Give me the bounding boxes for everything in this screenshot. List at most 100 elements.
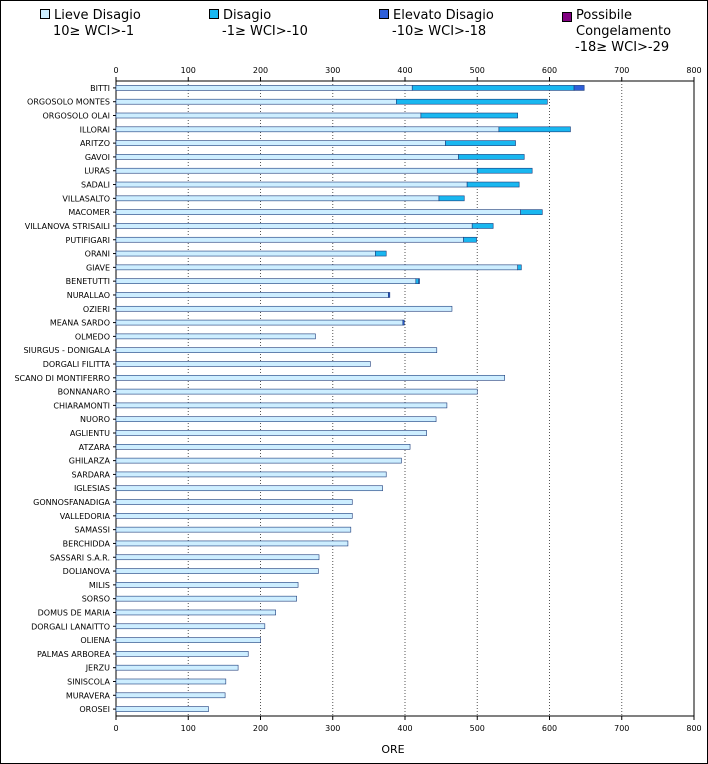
category-label: MEANA SARDO [50,319,110,328]
bar-segment [115,167,478,174]
category-label: SARDARA [72,470,111,479]
bar-segment [388,292,391,298]
bar-segment [396,98,548,105]
bar-segment [115,416,437,423]
x-tick-label-bottom: 500 [470,724,485,733]
bar-segment [115,637,261,643]
category-label: IGLESIAS [74,484,110,493]
bar-segment [471,223,494,229]
bar-segment [115,540,349,547]
bar-segment [445,140,516,146]
category-label: VILLANOVA STRISAILI [25,222,110,231]
bar-segment [463,236,477,243]
category-label: GIAVE [86,263,110,272]
bar-segment [115,388,478,395]
bar-segment [476,167,533,174]
bar-segment [115,457,402,464]
bar-segment [115,278,417,284]
category-label: SASSARI S.A.R. [50,553,110,562]
category-label: BONNANARO [58,388,110,397]
category-label: GHILARZA [69,457,111,466]
category-label: JERZU [85,664,110,673]
x-tick-label-bottom: 0 [113,724,118,733]
bar-segment [115,85,413,91]
category-label: MILIS [89,581,110,590]
bar-segment [418,278,420,284]
category-label: NUORO [80,415,110,424]
category-label: ATZARA [79,443,111,452]
legend-item-lieve-disagio: Lieve Disagio 10≥ WCI>-1 [40,8,141,40]
bar-segment [115,333,316,340]
legend-label-disagio: Disagio [223,8,272,23]
legend-swatch-disagio [209,9,219,19]
legend-item-elevato-disagio: Elevato Disagio -10≥ WCI>-18 [379,8,494,40]
legend-label-possibile-congelamento: Possibile Congelamento [576,8,672,39]
category-label: OROSEI [79,705,110,714]
bar-segment [520,209,543,215]
bar-segment [420,112,519,119]
bar-segment [115,374,506,381]
bar-segment [115,250,376,257]
x-tick-label-bottom: 800 [686,724,701,733]
x-tick-label-top: 300 [325,66,340,75]
category-label: OZIERI [83,305,110,314]
x-tick-label-bottom: 600 [542,724,557,733]
bar-segment [115,471,387,478]
category-label: ARITZO [80,139,110,148]
x-tick-label-top: 600 [542,66,557,75]
bar-segment [517,264,522,271]
category-label: VILLASALTO [62,194,110,203]
bar-segment [115,554,320,561]
bar-segment [115,623,266,630]
bar-segment [115,264,519,271]
bar-segment [115,361,371,367]
bar-segment [115,112,422,119]
plot-area [115,80,695,717]
legend-range-elevato-disagio: -10≥ WCI>-18 [392,24,487,39]
category-label: NURALLAO [67,291,110,300]
bar-segment [115,595,297,602]
bar-segment [115,292,389,298]
bar-segment [115,402,448,409]
legend-swatch-lieve-disagio [40,9,50,19]
category-label: BENETUTTI [66,277,110,286]
category-label: BERCHIDDA [63,539,111,548]
x-tick-label-bottom: 700 [614,724,629,733]
bar-segment [115,485,383,492]
category-label: SORSO [82,595,110,604]
category-label: SAMASSI [74,526,110,535]
legend-range-possibile-congelamento: -18≥ WCI>-29 [575,40,670,55]
category-label: DORGALI LANAITTO [31,622,110,631]
category-label: ORGOSOLO OLAI [42,112,110,121]
x-tick-label-bottom: 100 [181,724,196,733]
bar-segment [115,582,299,588]
category-label: AGLIENTU [70,429,110,438]
legend-item-possibile-congelamento: Possibile Congelamento -18≥ WCI>-29 [562,8,692,56]
bar-segment [115,223,473,229]
category-label: GONNOSFANADIGA [33,498,110,507]
legend-label-lieve-disagio: Lieve Disagio [54,8,141,23]
legend-range-disagio: -1≥ WCI>-10 [222,24,308,39]
category-label: OLMEDO [75,332,110,341]
x-tick-label-bottom: 200 [253,724,268,733]
bar-segment [115,140,446,146]
category-label: CHIARAMONTI [53,401,110,410]
x-tick-label-top: 800 [686,66,701,75]
bar-segment [115,609,276,616]
bar-segment [115,430,427,436]
category-label: DOMUS DE MARIA [38,608,111,617]
category-label: SADALI [81,181,110,190]
bar-segment [498,126,571,133]
bar-segment [115,236,464,243]
bar-segment [115,209,521,215]
bar-segment [115,678,227,685]
x-tick-label-top: 700 [614,66,629,75]
category-label: MURAVERA [66,691,111,700]
bar-segment [115,444,411,450]
legend-label-elevato-disagio: Elevato Disagio [393,8,494,23]
category-label: PUTIFIGARI [66,236,110,245]
bar-segment [402,319,405,326]
category-label: GAVOI [85,153,110,162]
category-label: OLIENA [80,636,110,645]
x-tick-label-top: 0 [113,66,118,75]
